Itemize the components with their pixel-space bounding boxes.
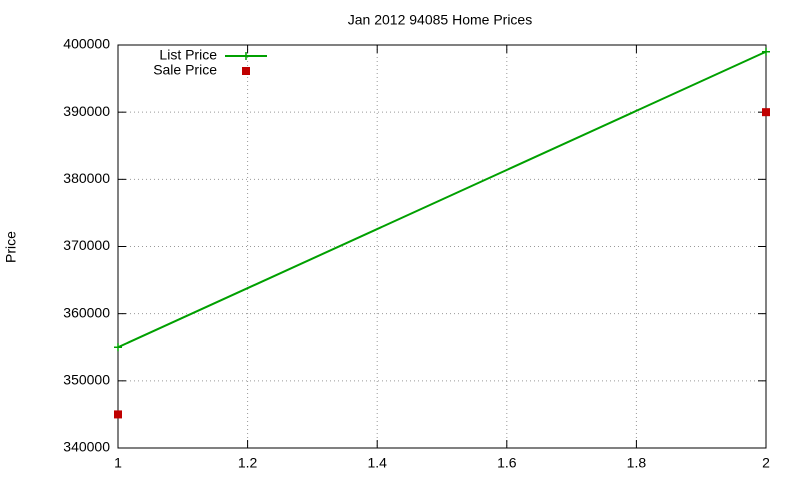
data-line	[117, 50, 767, 349]
point-marker	[762, 47, 770, 56]
y-tick-label: 390000	[63, 103, 110, 119]
y-tick-label: 400000	[63, 36, 110, 52]
y-tick-label: 340000	[63, 439, 110, 455]
x-tick-label: 1.6	[497, 455, 517, 471]
y-tick-label: 360000	[63, 304, 110, 320]
y-axis-label: Price	[3, 231, 19, 263]
x-tick-label: 1	[114, 455, 122, 471]
point-marker	[762, 108, 770, 117]
legend-label: List Price	[159, 47, 217, 63]
y-tick-label: 350000	[63, 372, 110, 388]
point-marker	[114, 410, 122, 419]
x-tick-label: 2	[762, 455, 770, 471]
legend-swatch	[242, 52, 250, 60]
x-tick-label: 1.4	[367, 455, 387, 471]
legend-swatch	[242, 67, 250, 75]
chart-title: Jan 2012 94085 Home Prices	[348, 12, 532, 28]
x-tick-label: 1.2	[238, 455, 258, 471]
point-marker	[114, 343, 122, 352]
y-tick-label: 380000	[63, 170, 110, 186]
x-tick-label: 1.8	[627, 455, 647, 471]
legend-label: Sale Price	[153, 62, 217, 78]
plot-frame	[117, 44, 767, 449]
y-tick-label: 370000	[63, 237, 110, 253]
